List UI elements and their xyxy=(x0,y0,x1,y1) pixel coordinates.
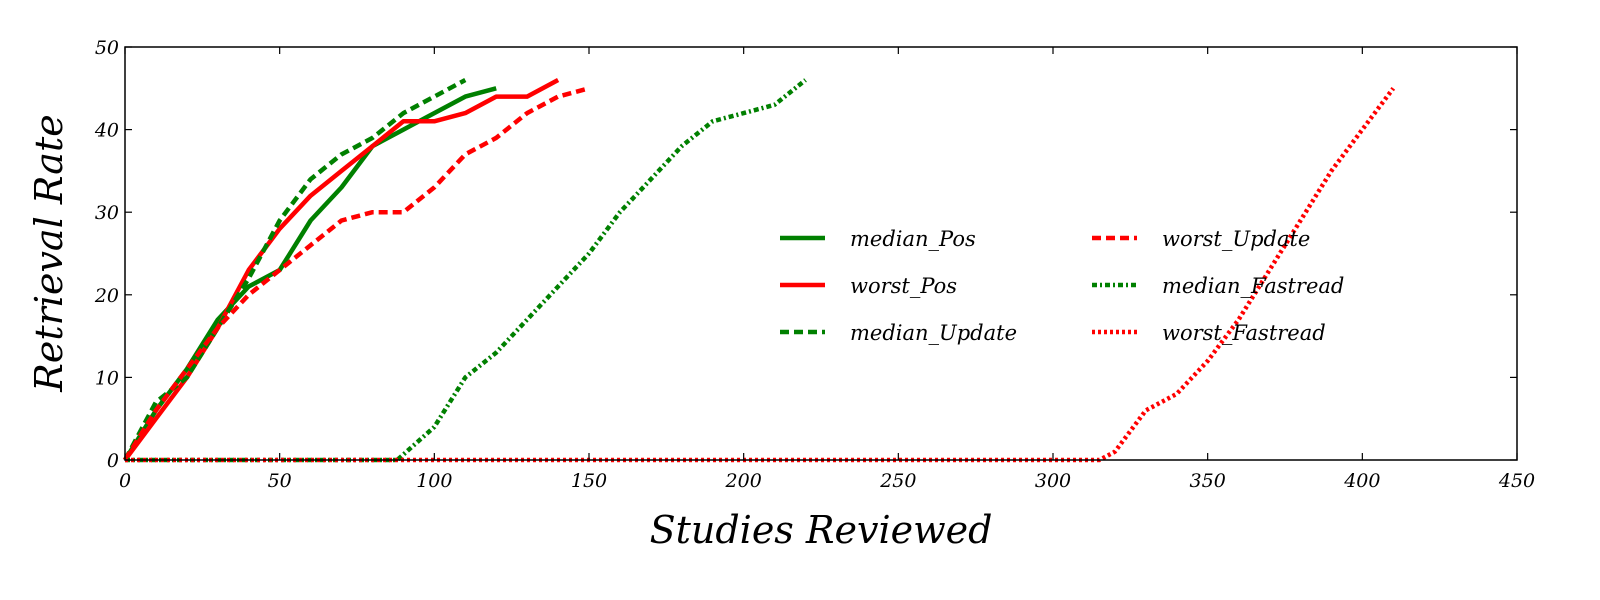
series-line-median-update xyxy=(123,78,467,462)
ticks-layer: 0 50 100 150 200 250 300 350 400 450 0 10 20 30 40 50 xyxy=(94,37,1535,492)
series-line-worst-update xyxy=(123,86,590,462)
legend-label-worst-update: worst_Update xyxy=(1162,227,1310,251)
series-line-median-pos xyxy=(123,86,497,462)
legend-label-worst-fastread: worst_Fastread xyxy=(1162,321,1326,345)
x-tick-label: 300 xyxy=(1035,470,1071,492)
y-axis-title: Retrieval Rate xyxy=(27,114,71,392)
x-tick-label: 450 xyxy=(1498,470,1535,492)
series-line-median-fastread xyxy=(125,78,807,463)
legend-label-median-update: median_Update xyxy=(850,321,1017,345)
y-tick-label: 20 xyxy=(94,285,119,307)
y-tick-label: 40 xyxy=(94,120,119,142)
plot-frame xyxy=(124,46,1518,461)
x-tick-label: 100 xyxy=(416,470,452,492)
series-line-worst-pos xyxy=(123,78,560,462)
legend-label-median-pos: median_Pos xyxy=(850,227,976,251)
x-tick-label: 0 xyxy=(119,470,131,492)
legend: median_Pos worst_Pos median_Update worst_Up… xyxy=(780,227,1344,345)
x-tick-label: 50 xyxy=(268,470,292,492)
series-layer xyxy=(123,78,1396,463)
y-tick-label: 0 xyxy=(107,450,119,472)
y-tick-label: 30 xyxy=(95,202,119,224)
y-tick-label: 10 xyxy=(95,367,119,389)
x-tick-label: 200 xyxy=(725,470,762,492)
legend-label-median-fastread: median_Fastread xyxy=(1162,274,1344,298)
x-axis-title: Studies Reviewed xyxy=(650,508,993,552)
x-tick-label: 400 xyxy=(1343,470,1380,492)
x-tick-label: 150 xyxy=(571,470,607,492)
legend-label-worst-pos: worst_Pos xyxy=(850,274,957,298)
x-tick-label: 350 xyxy=(1190,470,1226,492)
x-tick-label: 250 xyxy=(879,470,916,492)
y-tick-label: 50 xyxy=(95,37,119,59)
